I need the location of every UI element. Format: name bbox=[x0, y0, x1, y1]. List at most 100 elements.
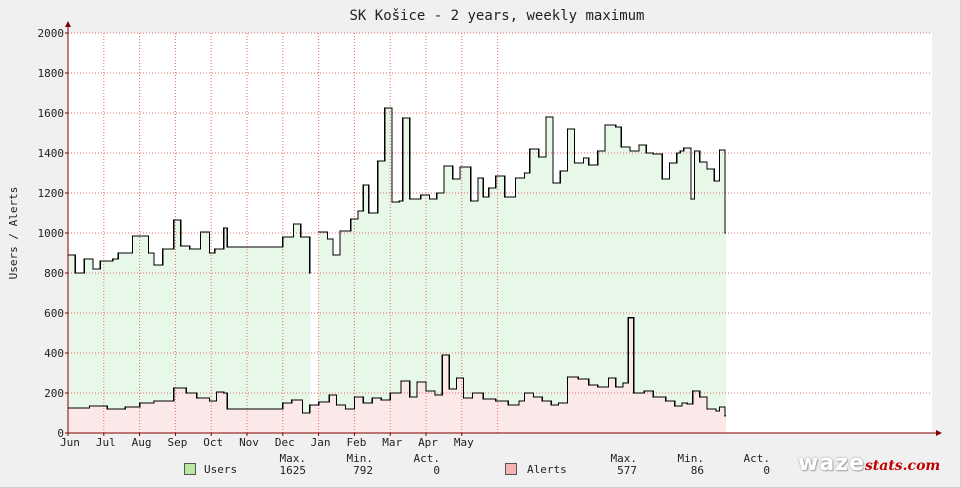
alerts-point-0-33 bbox=[455, 377, 458, 379]
users-point-1-26 bbox=[514, 177, 517, 179]
alerts-point-0-64 bbox=[718, 406, 721, 408]
users-point-0-18 bbox=[226, 246, 228, 248]
alerts-point-0-5 bbox=[153, 400, 155, 402]
alerts-point-0-2 bbox=[106, 408, 108, 410]
alerts-point-0-44 bbox=[557, 402, 560, 404]
users-area-1 bbox=[318, 108, 726, 433]
users-point-1-45 bbox=[661, 178, 663, 180]
alerts-point-0-55 bbox=[652, 396, 654, 398]
alerts-point-0-53 bbox=[633, 392, 635, 394]
users-point-1-23 bbox=[488, 187, 490, 189]
alerts-area-0 bbox=[68, 317, 726, 433]
y-axis-label: Users / Alerts bbox=[7, 187, 20, 280]
y-tick-label-400: 400 bbox=[44, 347, 64, 360]
users-point-1-11 bbox=[398, 200, 400, 202]
alerts-point-0-49 bbox=[607, 377, 610, 379]
users-point-1-1 bbox=[326, 238, 329, 240]
x-tick-label-dec: Dec bbox=[275, 436, 295, 449]
users-point-0-13 bbox=[189, 248, 191, 250]
users-point-1-16 bbox=[436, 192, 438, 194]
alerts-point-0-3 bbox=[124, 406, 126, 408]
alerts-act-value: 0 bbox=[763, 464, 770, 477]
y-tick-label-1800: 1800 bbox=[38, 67, 65, 80]
alerts-point-0-47 bbox=[588, 384, 590, 386]
users-point-1-15 bbox=[428, 198, 431, 200]
alerts-point-0-34 bbox=[462, 397, 465, 399]
alerts-point-0-12 bbox=[226, 408, 228, 410]
users-point-1-55 bbox=[718, 149, 721, 151]
users-point-1-30 bbox=[545, 116, 547, 118]
users-point-1-54 bbox=[713, 180, 715, 182]
users-point-0-20 bbox=[292, 223, 295, 225]
users-point-1-37 bbox=[597, 150, 599, 152]
users-point-1-28 bbox=[529, 148, 531, 150]
users-point-1-19 bbox=[459, 166, 461, 168]
users-point-1-27 bbox=[523, 172, 526, 174]
users-point-1-35 bbox=[582, 157, 585, 159]
alerts-min-value: 86 bbox=[690, 464, 704, 477]
alerts-max-header: Max. bbox=[610, 452, 638, 465]
alerts-point-0-48 bbox=[597, 386, 599, 388]
users-line-0 bbox=[68, 219, 311, 274]
users-point-1-6 bbox=[362, 184, 364, 186]
alerts-point-0-36 bbox=[482, 398, 484, 400]
logo-main-text: waze bbox=[798, 451, 865, 476]
x-tick-label-aug: Aug bbox=[132, 436, 152, 449]
y-tick-label-1000: 1000 bbox=[38, 227, 65, 240]
alerts-point-0-54 bbox=[643, 390, 645, 392]
users-point-1-2 bbox=[332, 254, 334, 256]
users-point-1-22 bbox=[482, 196, 484, 198]
users-max-value: 1625 bbox=[279, 464, 307, 477]
alerts-point-0-58 bbox=[681, 402, 683, 404]
users-point-0-9 bbox=[153, 264, 155, 266]
alerts-point-0-51 bbox=[622, 382, 624, 384]
y-tick-label-800: 800 bbox=[44, 267, 64, 280]
users-point-0-5 bbox=[112, 258, 114, 260]
users-point-1-8 bbox=[377, 160, 379, 162]
alerts-point-0-24 bbox=[380, 399, 382, 401]
users-point-0-22 bbox=[309, 272, 311, 274]
users-point-1-33 bbox=[566, 128, 569, 130]
users-point-1-42 bbox=[638, 144, 640, 146]
alerts-act-header: Act. bbox=[743, 452, 771, 465]
users-point-0-12 bbox=[180, 245, 182, 247]
x-tick-label-jan: Jan bbox=[311, 436, 331, 449]
users-point-1-46 bbox=[668, 162, 671, 164]
users-point-1-14 bbox=[420, 194, 422, 196]
alerts-min-header: Min. bbox=[677, 452, 705, 465]
alerts-point-0-38 bbox=[507, 404, 509, 406]
alerts-point-0-10 bbox=[215, 391, 218, 393]
alerts-point-0-17 bbox=[318, 401, 320, 403]
users-point-1-13 bbox=[409, 198, 411, 200]
users-point-1-56 bbox=[724, 232, 726, 234]
users-point-1-40 bbox=[620, 146, 622, 148]
users-min-value: 792 bbox=[353, 464, 373, 477]
alerts-point-0-61 bbox=[699, 396, 701, 398]
alerts-point-0-23 bbox=[371, 397, 373, 399]
alerts-point-0-35 bbox=[471, 392, 474, 394]
alerts-point-0-8 bbox=[196, 397, 198, 399]
logo-sub-text: stats.com bbox=[864, 458, 941, 474]
users-point-1-31 bbox=[552, 182, 554, 184]
users-max-header: Max. bbox=[279, 452, 307, 465]
users-point-1-18 bbox=[452, 178, 454, 180]
users-point-1-32 bbox=[559, 170, 561, 172]
users-point-0-3 bbox=[92, 268, 94, 270]
y-tick-label-1400: 1400 bbox=[38, 147, 65, 160]
alerts-point-0-42 bbox=[541, 400, 543, 402]
alerts-point-0-40 bbox=[523, 392, 526, 394]
alerts-point-0-15 bbox=[301, 412, 304, 414]
alerts-max-value: 577 bbox=[617, 464, 637, 477]
chart-title: SK Košice - 2 years, weekly maximum bbox=[349, 8, 644, 24]
alerts-point-0-28 bbox=[416, 381, 418, 383]
users-point-1-43 bbox=[645, 152, 647, 154]
users-point-1-49 bbox=[683, 147, 685, 149]
users-point-0-15 bbox=[208, 252, 211, 254]
x-tick-label-jun: Jun bbox=[60, 436, 80, 449]
alerts-point-0-62 bbox=[706, 408, 708, 410]
users-point-1-3 bbox=[339, 230, 341, 232]
alerts-point-0-18 bbox=[328, 394, 330, 396]
alerts-point-0-9 bbox=[208, 400, 211, 402]
users-point-1-5 bbox=[357, 210, 359, 212]
